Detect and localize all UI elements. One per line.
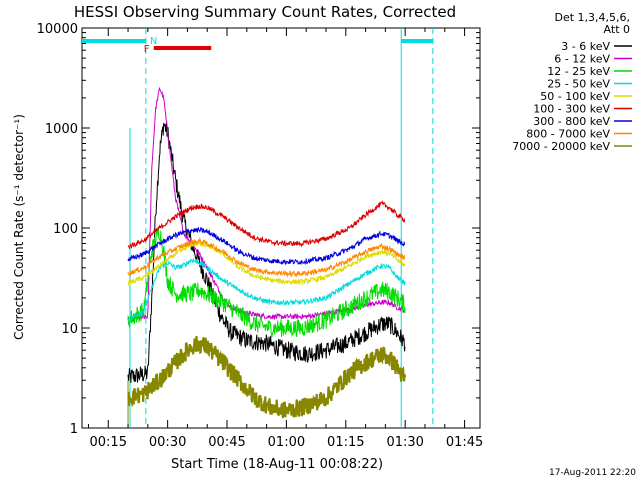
legend-label: 12 - 25 keV — [547, 65, 610, 78]
series-line-4 — [127, 241, 406, 286]
y-axis-label: Corrected Count Rate (s⁻¹ detector⁻¹) — [12, 114, 26, 340]
legend-label: 6 - 12 keV — [554, 53, 610, 66]
series-line-0 — [127, 121, 406, 383]
chart-title: HESSI Observing Summary Count Rates, Cor… — [74, 3, 456, 21]
series-line-2 — [127, 228, 406, 338]
legend-label: 25 - 50 keV — [547, 78, 610, 91]
y-tick-label: 10 — [61, 322, 78, 337]
legend-label: 7000 - 20000 keV — [512, 140, 610, 153]
y-tick-label: 1 — [70, 422, 78, 437]
x-tick-label: 01:45 — [446, 435, 483, 450]
legend-header: Det 1,3,4,5,6, — [554, 11, 630, 24]
x-axis-label: Start Time (18-Aug-11 00:08:22) — [171, 457, 383, 472]
x-tick-label: 01:30 — [386, 435, 423, 450]
series-line-8 — [127, 335, 407, 419]
series-line-7 — [127, 236, 406, 278]
legend-label: 800 - 7000 keV — [526, 128, 610, 141]
y-axis: 1 10 100 1000 10000 — [37, 22, 480, 437]
legend-header: Att 0 — [604, 23, 630, 36]
x-tick-label: 00:45 — [208, 435, 245, 450]
y-tick-label: 1000 — [45, 122, 78, 137]
x-axis: 00:15 00:30 00:45 01:00 01:15 01:30 01:45 — [87, 28, 483, 450]
series-line-5 — [127, 200, 406, 250]
x-tick-label: 01:00 — [268, 435, 305, 450]
x-tick-label: 00:15 — [90, 435, 127, 450]
legend-label: 300 - 800 keV — [533, 115, 610, 128]
legend-label: 100 - 300 keV — [533, 103, 610, 116]
x-tick-label: 01:15 — [327, 435, 364, 450]
night-flag-label: N — [150, 36, 157, 47]
series-line-6 — [127, 226, 406, 266]
y-tick-label: 100 — [53, 222, 78, 237]
legend-label: 3 - 6 keV — [561, 40, 610, 53]
y-tick-label: 10000 — [37, 22, 78, 37]
series-line-3 — [127, 257, 406, 322]
flare-flag-label: F — [144, 44, 150, 55]
footer-date: 17-Aug-2011 22:20 — [549, 468, 636, 478]
x-tick-label: 00:30 — [149, 435, 186, 450]
legend-label: 50 - 100 keV — [540, 90, 610, 103]
plot-area: FN — [81, 27, 481, 429]
